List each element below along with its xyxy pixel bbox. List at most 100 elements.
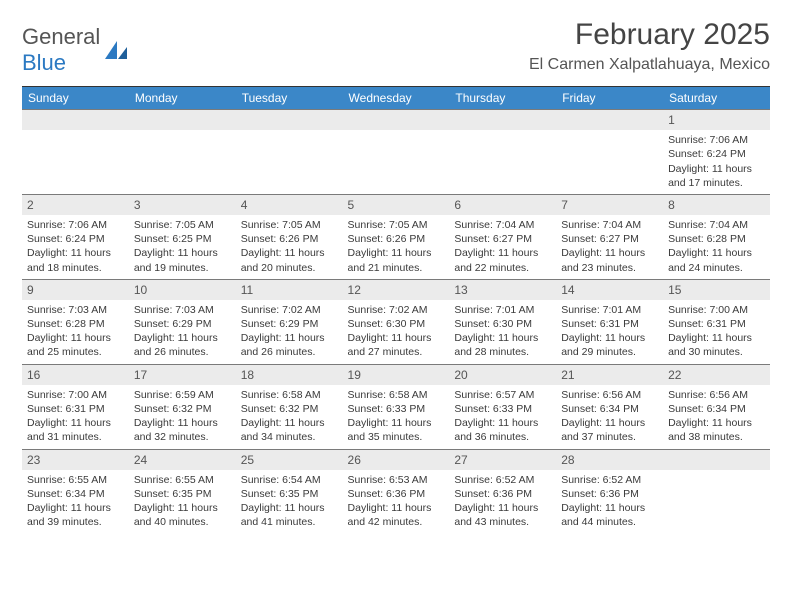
sunrise-text: Sunrise: 7:01 AM (454, 303, 551, 317)
sunrise-text: Sunrise: 7:03 AM (134, 303, 231, 317)
sunrise-text: Sunrise: 7:05 AM (348, 218, 445, 232)
day-details: Sunrise: 6:53 AMSunset: 6:36 PMDaylight:… (343, 470, 450, 534)
sunrise-text: Sunrise: 6:55 AM (27, 473, 124, 487)
sunrise-text: Sunrise: 7:04 AM (668, 218, 765, 232)
daylight-text: Daylight: 11 hours and 36 minutes. (454, 416, 551, 444)
sunset-text: Sunset: 6:34 PM (561, 402, 658, 416)
sunrise-text: Sunrise: 6:54 AM (241, 473, 338, 487)
day-details: Sunrise: 7:01 AMSunset: 6:31 PMDaylight:… (556, 300, 663, 364)
daylight-text: Daylight: 11 hours and 41 minutes. (241, 501, 338, 529)
day-details: Sunrise: 6:52 AMSunset: 6:36 PMDaylight:… (556, 470, 663, 534)
calendar-week-row: 23Sunrise: 6:55 AMSunset: 6:34 PMDayligh… (22, 449, 770, 534)
calendar-day-cell (343, 109, 450, 194)
calendar-day-cell (22, 109, 129, 194)
calendar-day-cell: 23Sunrise: 6:55 AMSunset: 6:34 PMDayligh… (22, 449, 129, 534)
calendar-day-cell (663, 449, 770, 534)
day-details: Sunrise: 6:54 AMSunset: 6:35 PMDaylight:… (236, 470, 343, 534)
day-number: 21 (556, 364, 663, 385)
day-details: Sunrise: 7:05 AMSunset: 6:25 PMDaylight:… (129, 215, 236, 279)
day-number: 6 (449, 194, 556, 215)
calendar-day-cell (449, 109, 556, 194)
day-details: Sunrise: 7:04 AMSunset: 6:28 PMDaylight:… (663, 215, 770, 279)
day-details: Sunrise: 7:05 AMSunset: 6:26 PMDaylight:… (343, 215, 450, 279)
sunrise-text: Sunrise: 7:00 AM (27, 388, 124, 402)
daylight-text: Daylight: 11 hours and 25 minutes. (27, 331, 124, 359)
daylight-text: Daylight: 11 hours and 26 minutes. (134, 331, 231, 359)
calendar-day-cell: 17Sunrise: 6:59 AMSunset: 6:32 PMDayligh… (129, 364, 236, 449)
calendar-page: General Blue February 2025 El Carmen Xal… (0, 0, 792, 543)
daylight-text: Daylight: 11 hours and 23 minutes. (561, 246, 658, 274)
sunset-text: Sunset: 6:31 PM (27, 402, 124, 416)
day-details: Sunrise: 6:57 AMSunset: 6:33 PMDaylight:… (449, 385, 556, 449)
day-details: Sunrise: 6:59 AMSunset: 6:32 PMDaylight:… (129, 385, 236, 449)
sunset-text: Sunset: 6:35 PM (241, 487, 338, 501)
sunset-text: Sunset: 6:35 PM (134, 487, 231, 501)
day-number: 18 (236, 364, 343, 385)
daylight-text: Daylight: 11 hours and 20 minutes. (241, 246, 338, 274)
daylight-text: Daylight: 11 hours and 19 minutes. (134, 246, 231, 274)
sunset-text: Sunset: 6:32 PM (241, 402, 338, 416)
calendar-day-cell: 3Sunrise: 7:05 AMSunset: 6:25 PMDaylight… (129, 194, 236, 279)
weekday-header-row: Sunday Monday Tuesday Wednesday Thursday… (22, 87, 770, 110)
sunset-text: Sunset: 6:26 PM (348, 232, 445, 246)
calendar-day-cell: 13Sunrise: 7:01 AMSunset: 6:30 PMDayligh… (449, 279, 556, 364)
daylight-text: Daylight: 11 hours and 31 minutes. (27, 416, 124, 444)
sunset-text: Sunset: 6:25 PM (134, 232, 231, 246)
month-title: February 2025 (529, 18, 770, 52)
sunset-text: Sunset: 6:27 PM (454, 232, 551, 246)
sunset-text: Sunset: 6:24 PM (668, 147, 765, 161)
sunrise-text: Sunrise: 6:56 AM (668, 388, 765, 402)
sunset-text: Sunset: 6:30 PM (454, 317, 551, 331)
day-details: Sunrise: 6:58 AMSunset: 6:32 PMDaylight:… (236, 385, 343, 449)
day-number (343, 109, 450, 130)
day-number: 27 (449, 449, 556, 470)
calendar-day-cell: 7Sunrise: 7:04 AMSunset: 6:27 PMDaylight… (556, 194, 663, 279)
calendar-day-cell: 24Sunrise: 6:55 AMSunset: 6:35 PMDayligh… (129, 449, 236, 534)
sunrise-text: Sunrise: 7:03 AM (27, 303, 124, 317)
calendar-day-cell: 15Sunrise: 7:00 AMSunset: 6:31 PMDayligh… (663, 279, 770, 364)
sunset-text: Sunset: 6:33 PM (348, 402, 445, 416)
day-number: 25 (236, 449, 343, 470)
calendar-day-cell: 9 Sunrise: 7:03 AMSunset: 6:28 PMDaylight… (22, 279, 129, 364)
weekday-header: Tuesday (236, 87, 343, 110)
calendar-day-cell: 1Sunrise: 7:06 AMSunset: 6:24 PMDaylight… (663, 109, 770, 194)
daylight-text: Daylight: 11 hours and 29 minutes. (561, 331, 658, 359)
logo-text-2: Blue (22, 50, 66, 75)
sunrise-text: Sunrise: 7:05 AM (241, 218, 338, 232)
day-details: Sunrise: 7:02 AMSunset: 6:30 PMDaylight:… (343, 300, 450, 364)
sunrise-text: Sunrise: 6:55 AM (134, 473, 231, 487)
day-number: 9 (22, 279, 129, 300)
sunrise-text: Sunrise: 7:06 AM (27, 218, 124, 232)
day-details: Sunrise: 6:55 AMSunset: 6:35 PMDaylight:… (129, 470, 236, 534)
daylight-text: Daylight: 11 hours and 32 minutes. (134, 416, 231, 444)
daylight-text: Daylight: 11 hours and 22 minutes. (454, 246, 551, 274)
calendar-day-cell: 18Sunrise: 6:58 AMSunset: 6:32 PMDayligh… (236, 364, 343, 449)
day-number: 2 (22, 194, 129, 215)
sunrise-text: Sunrise: 6:52 AM (561, 473, 658, 487)
day-details: Sunrise: 6:56 AMSunset: 6:34 PMDaylight:… (556, 385, 663, 449)
day-number (449, 109, 556, 130)
day-number: 4 (236, 194, 343, 215)
daylight-text: Daylight: 11 hours and 26 minutes. (241, 331, 338, 359)
daylight-text: Daylight: 11 hours and 28 minutes. (454, 331, 551, 359)
daylight-text: Daylight: 11 hours and 39 minutes. (27, 501, 124, 529)
sunset-text: Sunset: 6:28 PM (27, 317, 124, 331)
day-details: Sunrise: 7:04 AMSunset: 6:27 PMDaylight:… (449, 215, 556, 279)
weekday-header: Wednesday (343, 87, 450, 110)
daylight-text: Daylight: 11 hours and 17 minutes. (668, 162, 765, 190)
sunset-text: Sunset: 6:26 PM (241, 232, 338, 246)
sunrise-text: Sunrise: 6:56 AM (561, 388, 658, 402)
day-details: Sunrise: 7:01 AMSunset: 6:30 PMDaylight:… (449, 300, 556, 364)
day-number: 17 (129, 364, 236, 385)
day-details: Sunrise: 7:00 AMSunset: 6:31 PMDaylight:… (663, 300, 770, 364)
day-details: Sunrise: 6:52 AMSunset: 6:36 PMDaylight:… (449, 470, 556, 534)
daylight-text: Daylight: 11 hours and 35 minutes. (348, 416, 445, 444)
sunrise-text: Sunrise: 6:53 AM (348, 473, 445, 487)
day-details: Sunrise: 7:00 AMSunset: 6:31 PMDaylight:… (22, 385, 129, 449)
calendar-week-row: 2Sunrise: 7:06 AMSunset: 6:24 PMDaylight… (22, 194, 770, 279)
calendar-day-cell: 12Sunrise: 7:02 AMSunset: 6:30 PMDayligh… (343, 279, 450, 364)
sunrise-text: Sunrise: 6:58 AM (241, 388, 338, 402)
sunrise-text: Sunrise: 7:02 AM (348, 303, 445, 317)
sunset-text: Sunset: 6:29 PM (134, 317, 231, 331)
daylight-text: Daylight: 11 hours and 30 minutes. (668, 331, 765, 359)
